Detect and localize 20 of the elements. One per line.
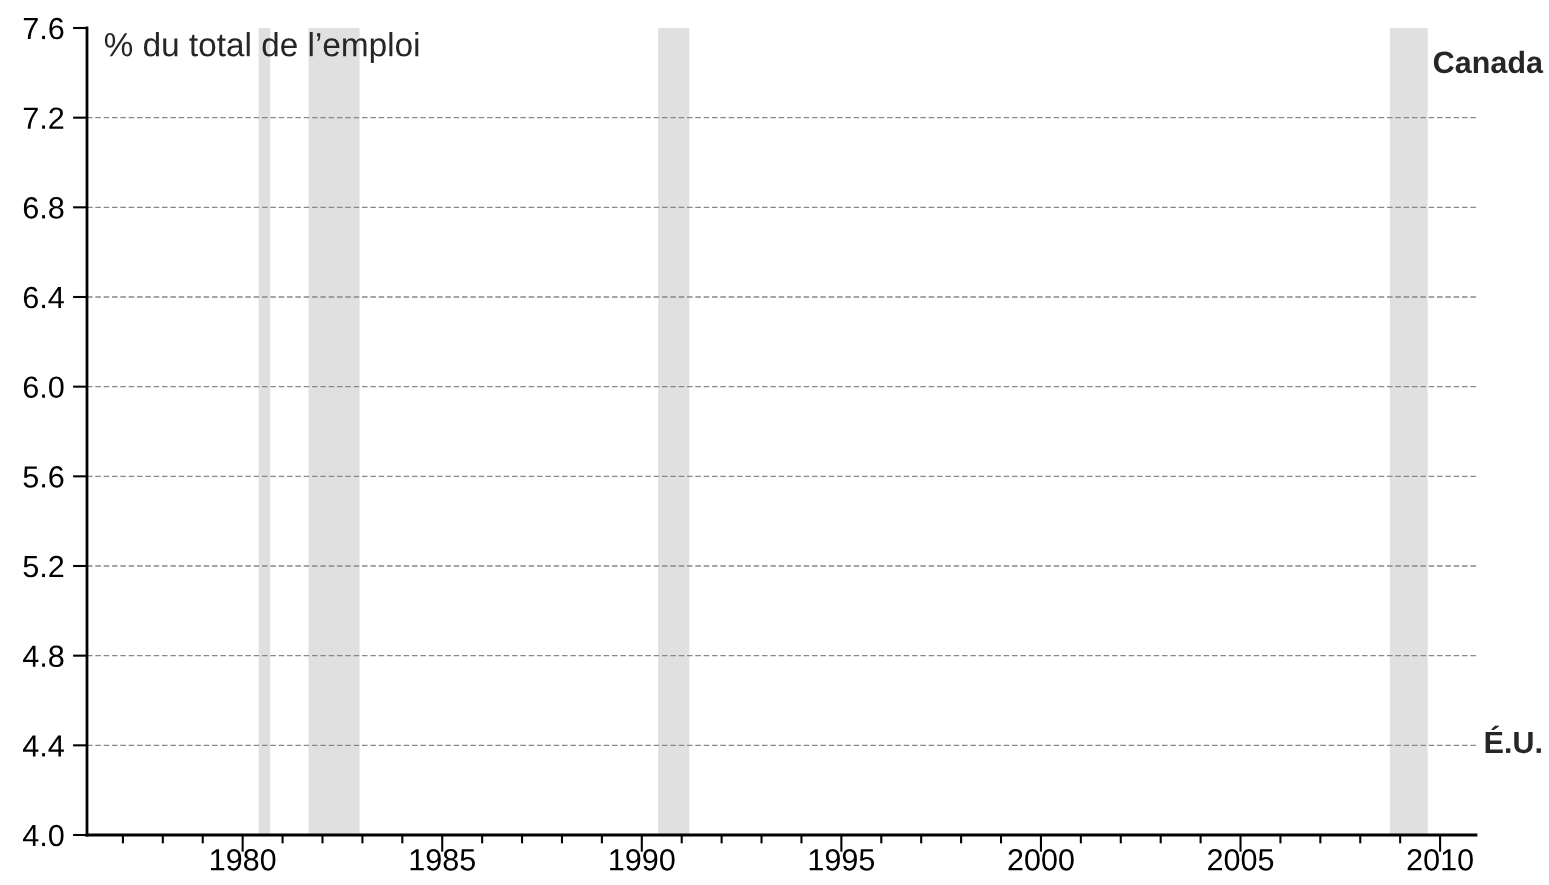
x-tick-label: 1980 [211,849,276,871]
x-tick-label: 2010 [1407,849,1473,871]
annotation: Canada [1433,50,1544,74]
y-axis-title: % du total de l’emploi [104,32,419,64]
x-tick-label: 2005 [1208,849,1274,871]
y-tick-label: 6.4 [23,286,64,309]
y-tick-label: 6.0 [23,376,64,399]
x-tick-label: 2000 [1008,849,1074,871]
y-tick-label: 5.6 [23,466,64,488]
y-tick-label: 6.8 [23,197,64,219]
x-tick-label: 1985 [410,849,475,871]
x-tick-label: 1990 [610,849,675,871]
y-tick-label: 4.8 [23,645,64,668]
y-tick-label: 7.6 [23,17,64,40]
y-tick-label: 7.2 [23,107,64,129]
y-tick-label: 5.2 [23,555,64,578]
y-tick-label: 4.4 [23,735,64,757]
x-tick-label: 1995 [809,849,875,871]
text: É.U. [1485,725,1541,754]
y-tick-label: 4.0 [23,824,64,847]
